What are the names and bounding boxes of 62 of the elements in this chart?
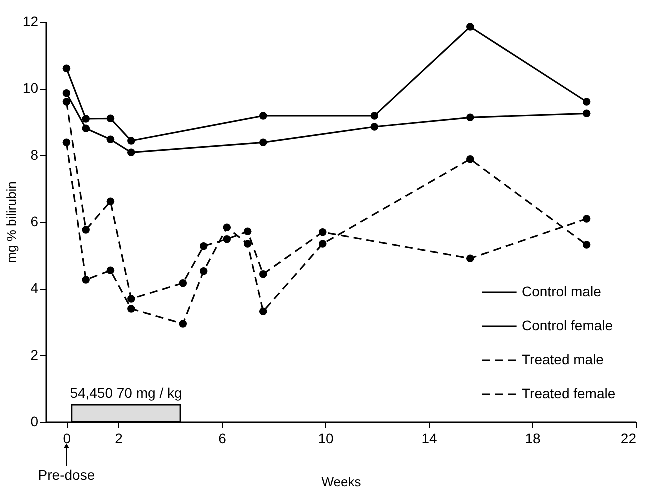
point (62, 138, 71, 147)
legend-label: Control male (522, 284, 602, 300)
point (582, 98, 591, 106)
point (106, 114, 115, 123)
point (319, 240, 327, 248)
point (82, 124, 90, 133)
y-tick-label: 6 (30, 214, 39, 230)
legend-label: Treated male (522, 352, 604, 368)
legend-label: Treated female (522, 386, 616, 402)
point (128, 137, 136, 145)
point (128, 148, 136, 157)
point (106, 136, 115, 144)
point (179, 320, 188, 328)
x-tick-label: 14 (422, 430, 438, 446)
point (200, 242, 208, 250)
x-tick-label: 10 (318, 430, 334, 446)
point (82, 226, 90, 234)
point (244, 228, 252, 236)
point (82, 115, 90, 123)
point (200, 267, 208, 276)
x-tick-label: 2 (115, 430, 124, 446)
x-axis-title: Weeks (322, 474, 362, 490)
point (128, 295, 136, 303)
point (370, 112, 379, 120)
point (62, 89, 71, 98)
point (223, 224, 232, 232)
y-axis-title: mg % bilirubin (4, 182, 19, 264)
point (466, 254, 474, 263)
annotation: Pre-dose (38, 467, 96, 483)
point (582, 241, 591, 249)
point (466, 155, 474, 164)
point (128, 305, 136, 313)
point (82, 276, 90, 284)
x-tick-label: 0 (63, 430, 72, 446)
point (259, 308, 268, 316)
point (62, 64, 71, 73)
point (259, 112, 268, 120)
y-tick-label: 2 (30, 346, 39, 363)
x-tick-label: 22 (620, 430, 637, 446)
y-tick-label: 10 (22, 80, 39, 96)
point (244, 240, 252, 248)
point (259, 270, 268, 278)
point (582, 110, 591, 118)
point (370, 123, 379, 131)
point (223, 235, 232, 244)
point (259, 138, 268, 147)
legend-label: Control female (522, 318, 614, 334)
point (466, 23, 474, 31)
point (319, 228, 327, 236)
point (62, 98, 71, 106)
point (106, 266, 115, 275)
y-tick-label: 4 (30, 280, 39, 296)
y-tick-label: 8 (30, 146, 39, 163)
point (106, 198, 115, 206)
point (466, 114, 474, 122)
x-tick-label: 6 (218, 430, 227, 446)
y-tick-label: 0 (30, 414, 39, 430)
x-tick-label: 18 (525, 430, 541, 446)
point (179, 279, 188, 288)
point (582, 215, 591, 223)
y-tick-label: 12 (22, 14, 39, 30)
band-label: 54,450 70 mg / kg (70, 385, 182, 401)
